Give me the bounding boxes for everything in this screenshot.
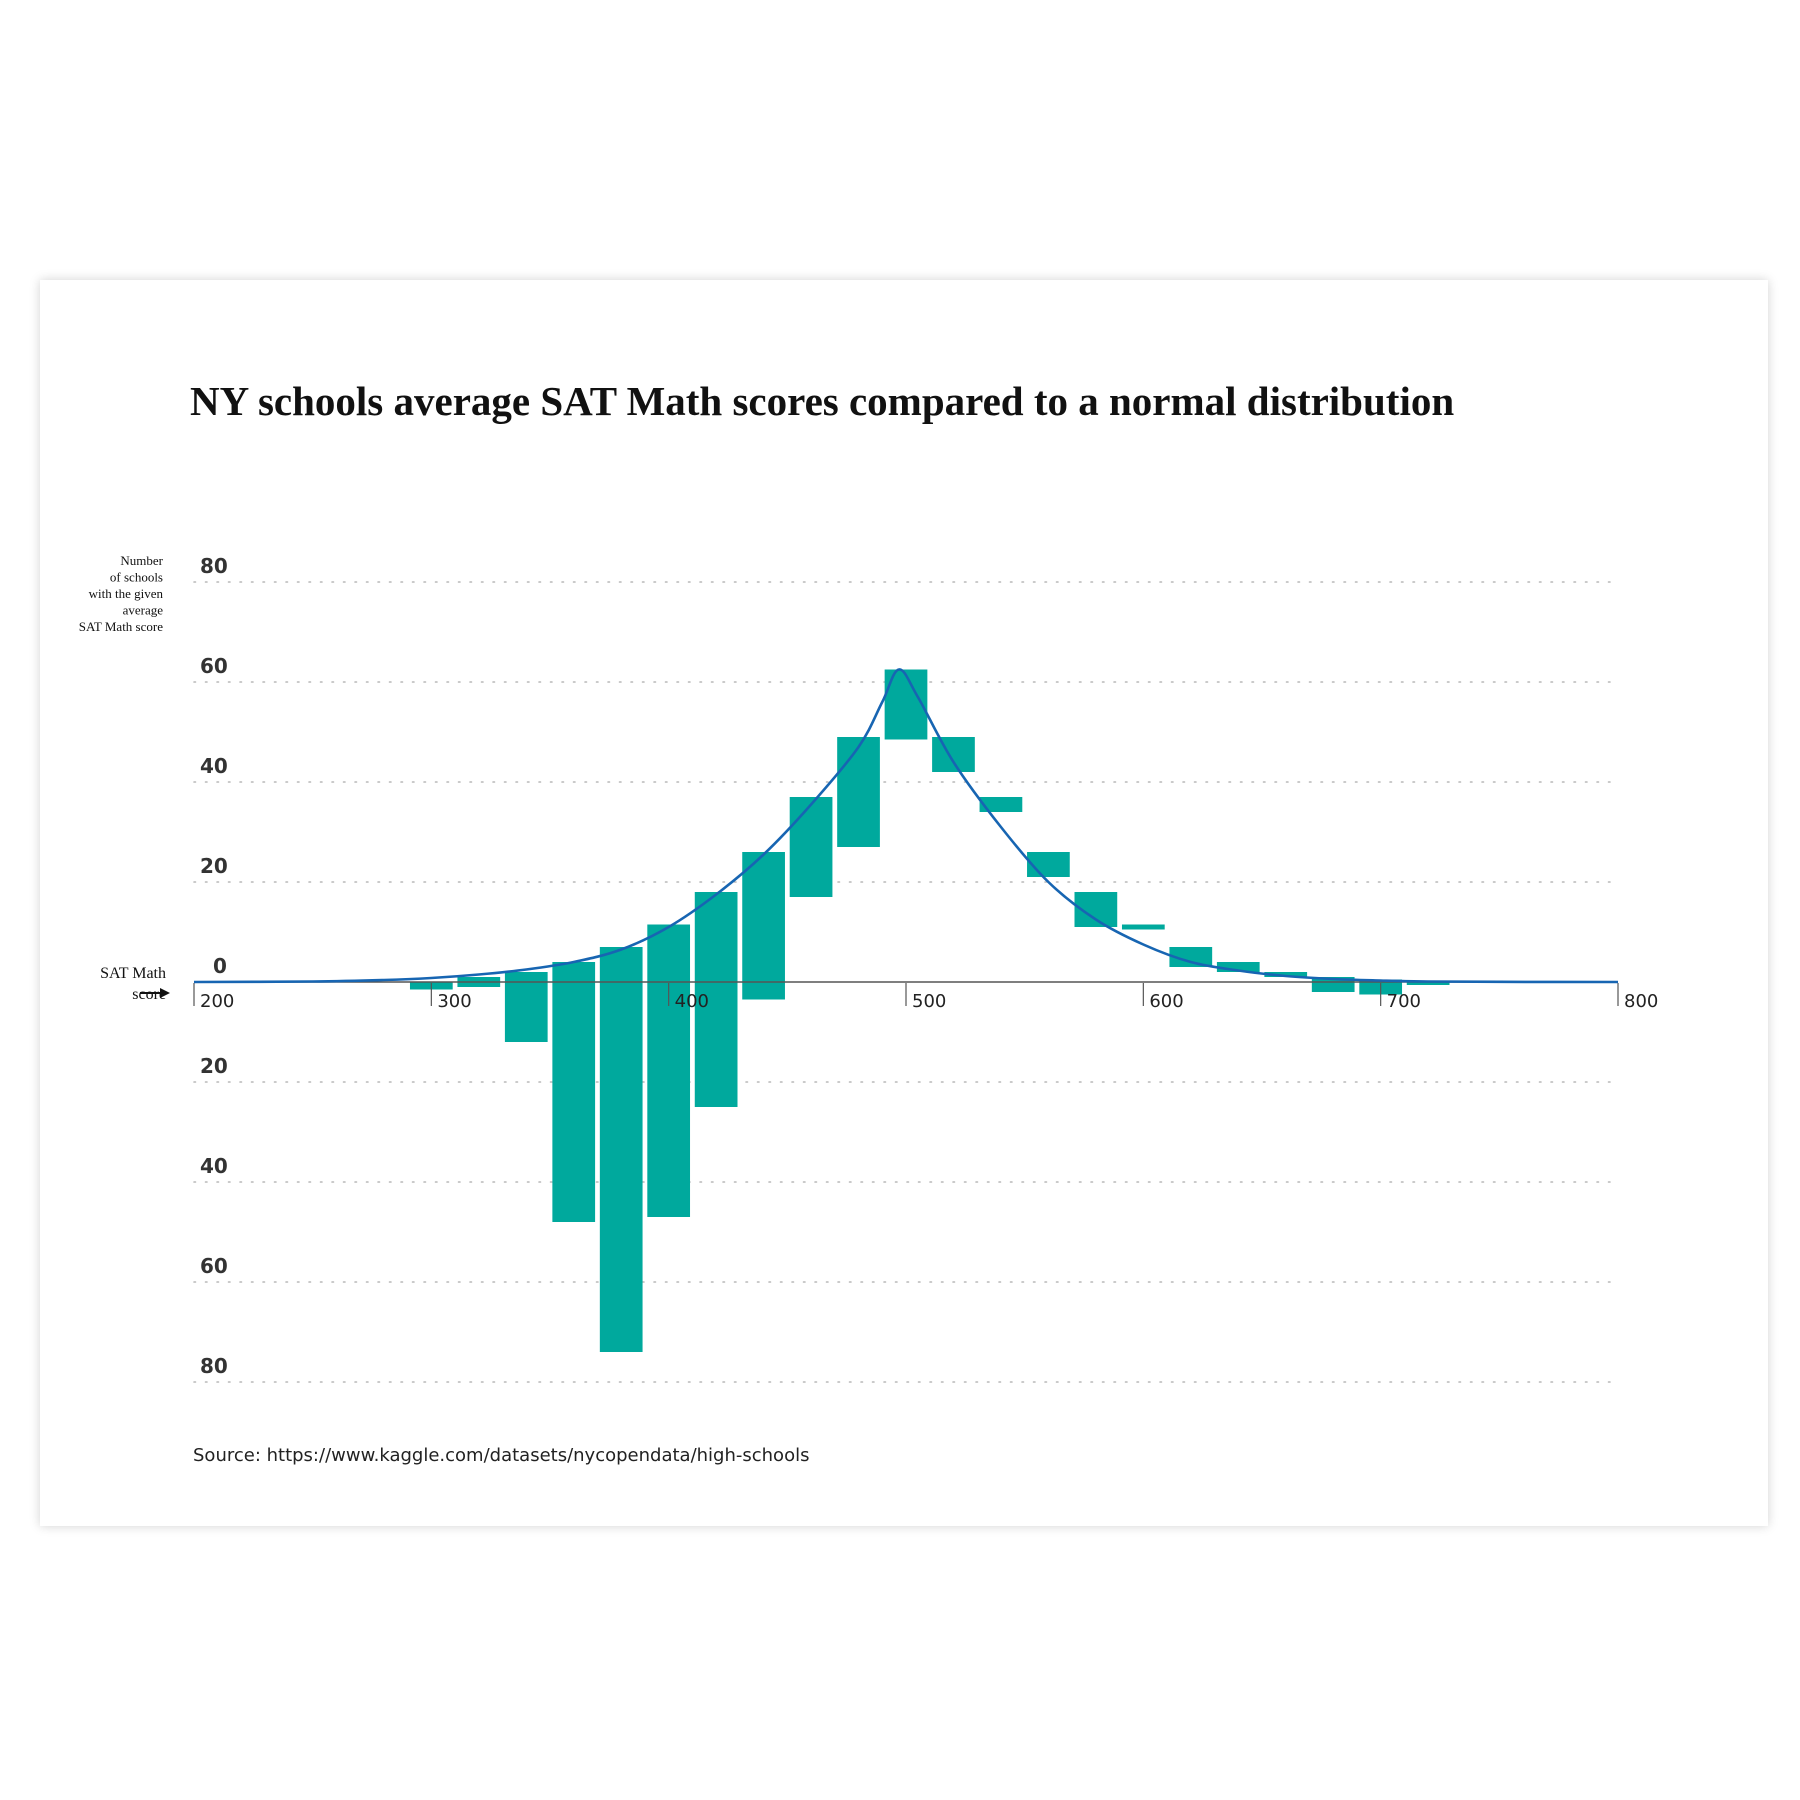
x-tick-label: 200 (200, 991, 234, 1012)
x-axis-label-line: score (132, 986, 166, 1003)
x-axis-label: SAT Math score (100, 965, 170, 1003)
arrow-right-icon (160, 988, 170, 998)
bar (1216, 962, 1260, 972)
y-axis-label-line: with the given (89, 586, 164, 601)
y-tick-label: 20 (200, 854, 228, 878)
bar (979, 797, 1023, 812)
bar (837, 737, 880, 847)
bar (599, 947, 643, 1352)
y-tick-label: 20 (200, 1054, 228, 1078)
bar (1264, 972, 1308, 977)
x-axis-label-line: SAT Math (100, 965, 166, 982)
chart-title: NY schools average SAT Math scores compa… (190, 378, 1454, 424)
y-tick-label: 40 (200, 1154, 228, 1178)
bar (694, 892, 738, 1107)
bar (1027, 852, 1070, 877)
bar (932, 737, 975, 772)
x-tick-label: 500 (912, 991, 946, 1012)
bars (409, 669, 1450, 1352)
x-axis: 200 300 400 500 600 700 800 (193, 981, 1658, 1012)
bar (1311, 977, 1355, 992)
chart-card: NY schools average SAT Math scores compa… (40, 280, 1768, 1526)
x-tick-label: 700 (1387, 991, 1421, 1012)
y-axis-label-line: SAT Math score (79, 619, 163, 634)
y-axis-ticks: 80 60 40 20 0 20 40 60 80 (200, 554, 228, 1378)
normal-curve (193, 668, 1619, 984)
x-tick-label: 300 (437, 991, 471, 1012)
x-tick-label: 600 (1149, 991, 1183, 1012)
bar (1121, 924, 1165, 930)
bar (789, 797, 833, 897)
y-axis-label-line: average (123, 603, 164, 618)
x-tick-label: 800 (1624, 991, 1658, 1012)
y-axis-label-line: of schools (110, 570, 163, 585)
x-tick-label: 400 (675, 991, 709, 1012)
y-tick-label: 40 (200, 754, 228, 778)
normal-curve-line (193, 668, 1619, 984)
y-axis-label-line: Number (120, 553, 163, 568)
y-tick-label: 80 (200, 1354, 228, 1378)
chart-canvas: NY schools average SAT Math scores compa… (79, 378, 1659, 1466)
y-tick-label: 0 (213, 954, 227, 978)
source-note: Source: https://www.kaggle.com/datasets/… (193, 1445, 809, 1466)
y-tick-label: 80 (200, 554, 228, 578)
bar (552, 962, 596, 1222)
y-tick-label: 60 (200, 1254, 228, 1278)
bar (742, 852, 785, 1000)
bar (504, 972, 548, 1042)
bar (1169, 947, 1213, 967)
bar (647, 924, 691, 1217)
y-tick-label: 60 (200, 654, 228, 678)
